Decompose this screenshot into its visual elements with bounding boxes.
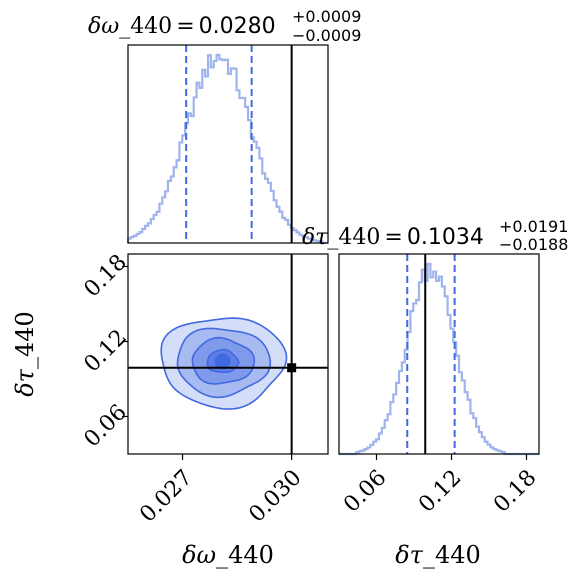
hist-dt-x-tick-label: 0.06 <box>339 465 391 517</box>
joint-y-tick-label: 0.06 <box>80 400 132 452</box>
x-axis-label-dw-sub: _440 <box>216 541 274 569</box>
title-dt-value: 0.1034 <box>407 225 484 250</box>
truth-marker <box>287 363 297 373</box>
x-axis-label-dt-sub: _440 <box>423 541 481 569</box>
title-dw: δω_440 = 0.0280 <box>88 14 276 39</box>
hist-dt-x-tick-label: 0.18 <box>489 465 541 517</box>
hist-dw-bars <box>126 53 328 245</box>
y-axis-label-dt-sym: δτ <box>11 368 39 396</box>
title-dt-sub: _440 <box>327 225 380 250</box>
title-dw-plus: +0.0009 <box>292 7 361 26</box>
joint-y-tick-label: 0.12 <box>80 325 132 377</box>
hist-dt-step <box>339 262 539 456</box>
joint-x-ticks: 0.027 0.030 <box>135 454 307 528</box>
title-dw-sub: _440 <box>119 14 172 39</box>
hist-dt-x-tick-label: 0.12 <box>414 465 466 517</box>
hist-dt-bars <box>339 262 539 456</box>
y-axis-label-dt-sub: _440 <box>11 311 39 369</box>
title-dw-minus: −0.0009 <box>292 26 361 45</box>
joint-panel: 0.027 0.030 0.06 0.12 0.18 <box>80 250 329 528</box>
joint-y-ticks: 0.06 0.12 0.18 <box>80 250 132 452</box>
hist-dw-step <box>126 53 328 245</box>
hist-dt-x-ticks: 0.06 0.12 0.18 <box>339 454 541 518</box>
title-dt-sym: δτ <box>302 225 328 250</box>
title-dw-sym: δω <box>88 14 119 39</box>
x-axis-label-dt-sym: δτ <box>395 541 423 569</box>
joint-core-points <box>214 353 231 370</box>
y-axis-label-dt: δτ_440 <box>11 311 39 397</box>
title-dw-value: 0.0280 <box>199 14 276 39</box>
title-dw-eq: = <box>176 14 194 39</box>
joint-x-tick-label: 0.027 <box>135 465 197 527</box>
hist-panel-dw <box>126 44 329 245</box>
x-axis-label-dw: δω_440 <box>182 541 274 569</box>
hist-dw-frame <box>127 44 329 244</box>
title-dt-minus: −0.0188 <box>499 235 568 254</box>
joint-core-point <box>214 353 231 370</box>
hist-dt-frame <box>338 253 540 455</box>
joint-x-tick-label: 0.030 <box>244 465 306 527</box>
joint-frame <box>127 253 329 455</box>
title-dt-plus: +0.0191 <box>499 217 568 236</box>
x-axis-label-dw-sym: δω <box>182 541 216 569</box>
hist-panel-dt: 0.06 0.12 0.18 <box>338 253 541 518</box>
joint-y-tick-label: 0.18 <box>80 250 132 302</box>
x-axis-label-dt: δτ_440 <box>395 541 481 569</box>
title-dt-eq: = <box>384 225 402 250</box>
title-dt: δτ_440 = 0.1034 <box>302 225 484 250</box>
